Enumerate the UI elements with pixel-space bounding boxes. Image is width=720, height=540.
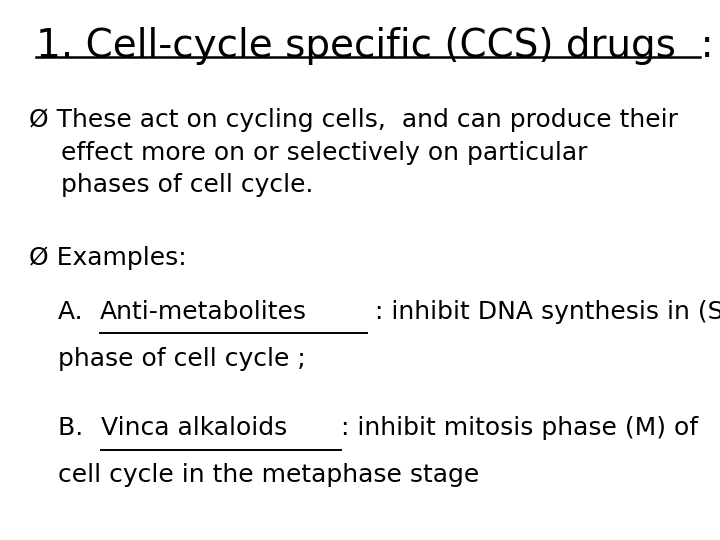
Text: : inhibit DNA synthesis in (S): : inhibit DNA synthesis in (S) [366, 300, 720, 323]
Text: Ø Examples:: Ø Examples: [29, 246, 186, 269]
Text: Vinca alkaloids: Vinca alkaloids [101, 416, 287, 440]
Text: : inhibit mitosis phase (M) of: : inhibit mitosis phase (M) of [341, 416, 698, 440]
Text: B.: B. [58, 416, 91, 440]
Text: 1. Cell-cycle specific (CCS) drugs  :: 1. Cell-cycle specific (CCS) drugs : [36, 27, 714, 65]
Text: A.: A. [58, 300, 90, 323]
Text: cell cycle in the metaphase stage: cell cycle in the metaphase stage [58, 463, 479, 487]
Text: Anti-metabolites: Anti-metabolites [99, 300, 307, 323]
Text: phase of cell cycle ;: phase of cell cycle ; [58, 347, 305, 370]
Text: Ø These act on cycling cells,  and can produce their
    effect more on or selec: Ø These act on cycling cells, and can pr… [29, 108, 678, 197]
